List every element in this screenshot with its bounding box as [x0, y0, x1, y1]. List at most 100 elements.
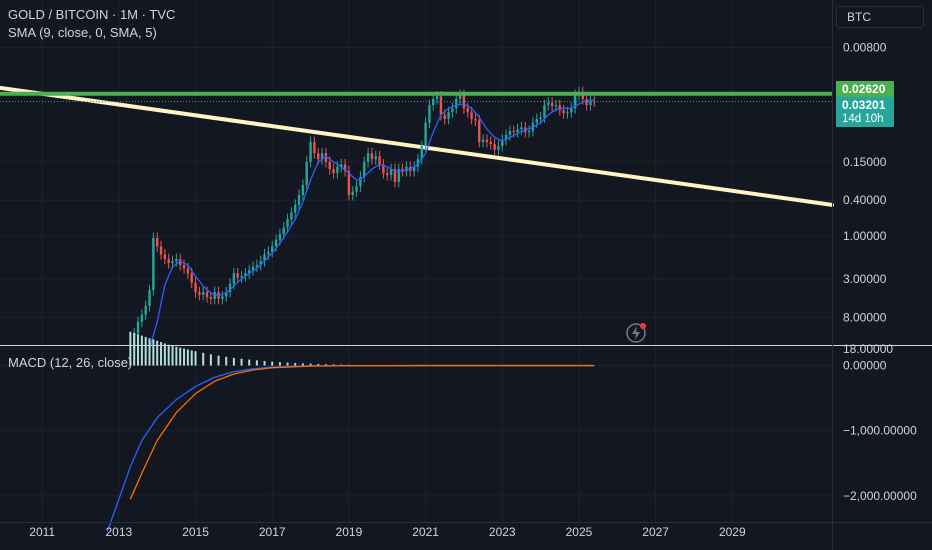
candle-body: [167, 258, 170, 264]
trend-line: [0, 85, 834, 207]
macd-histogram-bar: [255, 360, 258, 366]
candle-body: [144, 306, 147, 315]
candle-body: [432, 99, 435, 106]
candle-body: [159, 246, 163, 255]
candle-body: [447, 112, 450, 120]
candle-body: [282, 227, 285, 235]
candle-body: [202, 292, 205, 295]
macd-histogram-bar: [209, 354, 212, 366]
candle-body: [278, 234, 282, 240]
candle-body: [420, 146, 423, 160]
candle-body: [324, 153, 328, 162]
candle-body: [343, 164, 347, 172]
candle-body: [435, 96, 439, 100]
candle-body: [585, 99, 588, 106]
candle-body: [550, 102, 554, 107]
candle-body: [271, 246, 274, 252]
price-tick-label: 8.00000: [843, 310, 887, 324]
candle-body: [527, 131, 531, 133]
x-tick-label: 2015: [182, 525, 209, 539]
candle-body: [455, 99, 458, 109]
candle-body: [248, 270, 251, 274]
macd-histogram-bar: [271, 361, 274, 366]
candle-body: [501, 139, 504, 147]
candle-body: [320, 153, 324, 160]
candle-body: [340, 164, 343, 167]
x-tick-label: 2021: [412, 525, 439, 539]
macd-histogram-bar: [163, 343, 166, 366]
candle-body: [451, 108, 454, 113]
candle-body: [232, 273, 236, 284]
macd-indicator-label[interactable]: MACD (12, 26, close): [8, 355, 133, 370]
candle-body: [194, 282, 197, 293]
candle-body: [458, 94, 462, 100]
x-tick-label: 2011: [29, 525, 55, 539]
candle-body: [424, 122, 427, 147]
candle-body: [297, 195, 301, 205]
macd-histogram-bar: [179, 347, 182, 366]
candle-body: [470, 112, 473, 120]
candle-body: [205, 292, 209, 298]
candle-body: [305, 161, 308, 185]
candle-body: [539, 117, 542, 120]
candle-body: [493, 144, 496, 150]
candle-body: [140, 314, 144, 322]
candle-body: [363, 161, 366, 177]
candle-body: [497, 146, 500, 150]
candle-body: [286, 219, 289, 228]
macd-tick-label: 0.00000: [843, 359, 887, 373]
candle-body: [301, 184, 305, 196]
candle-body: [148, 290, 151, 307]
macd-tick-label: −1,000.00000: [843, 424, 917, 438]
x-tick-label: 2029: [719, 525, 746, 539]
candle-body: [332, 169, 335, 174]
candle-body: [190, 273, 193, 283]
candle-body: [558, 105, 561, 111]
candle-body: [462, 94, 466, 109]
macd-histogram-bar: [248, 359, 251, 366]
candle-body: [259, 261, 262, 266]
candle-body: [198, 292, 201, 295]
candle-body: [589, 101, 592, 106]
candle-body: [267, 251, 270, 255]
candle-body: [543, 105, 546, 118]
candle-body: [512, 131, 515, 133]
candle-body: [228, 283, 232, 293]
price-pane[interactable]: [0, 85, 834, 355]
last-price-badge: 0.03201 14d 10h: [836, 97, 894, 127]
candle-body: [485, 139, 489, 142]
sma-indicator-label[interactable]: SMA (9, close, 0, SMA, 5): [8, 25, 157, 40]
macd-histogram-bar: [152, 339, 155, 366]
candle-body: [274, 239, 278, 247]
macd-histogram-bar: [175, 346, 178, 366]
last-price-value: 0.03201: [842, 98, 886, 112]
currency-button[interactable]: BTC: [836, 6, 924, 28]
candle-body: [466, 108, 469, 113]
candle-body: [370, 153, 374, 160]
lightning-alert-icon[interactable]: [625, 322, 647, 344]
candle-body: [374, 156, 377, 160]
candle-body: [309, 141, 312, 162]
candle-body: [251, 266, 255, 271]
candle-body: [290, 212, 293, 220]
macd-histogram-bar: [186, 349, 189, 366]
candle-body: [366, 153, 370, 162]
candle-body: [209, 297, 213, 299]
candle-body: [255, 265, 259, 267]
chart-grid: [0, 0, 832, 522]
macd-histogram-bar: [171, 345, 174, 366]
macd-pane[interactable]: [106, 331, 595, 532]
macd-histogram-bar: [156, 340, 159, 366]
candle-body: [570, 108, 573, 113]
candle-body: [171, 261, 174, 264]
candle-body: [412, 166, 416, 172]
macd-histogram-bar: [301, 363, 304, 366]
macd-histogram-bar: [225, 356, 228, 366]
candle-body: [393, 169, 397, 182]
symbol-title[interactable]: GOLD / BITCOIN · 1M · TVC: [8, 7, 176, 22]
macd-histogram-bar: [317, 363, 320, 366]
macd-histogram-bar: [294, 363, 297, 366]
candle-body: [573, 94, 577, 109]
